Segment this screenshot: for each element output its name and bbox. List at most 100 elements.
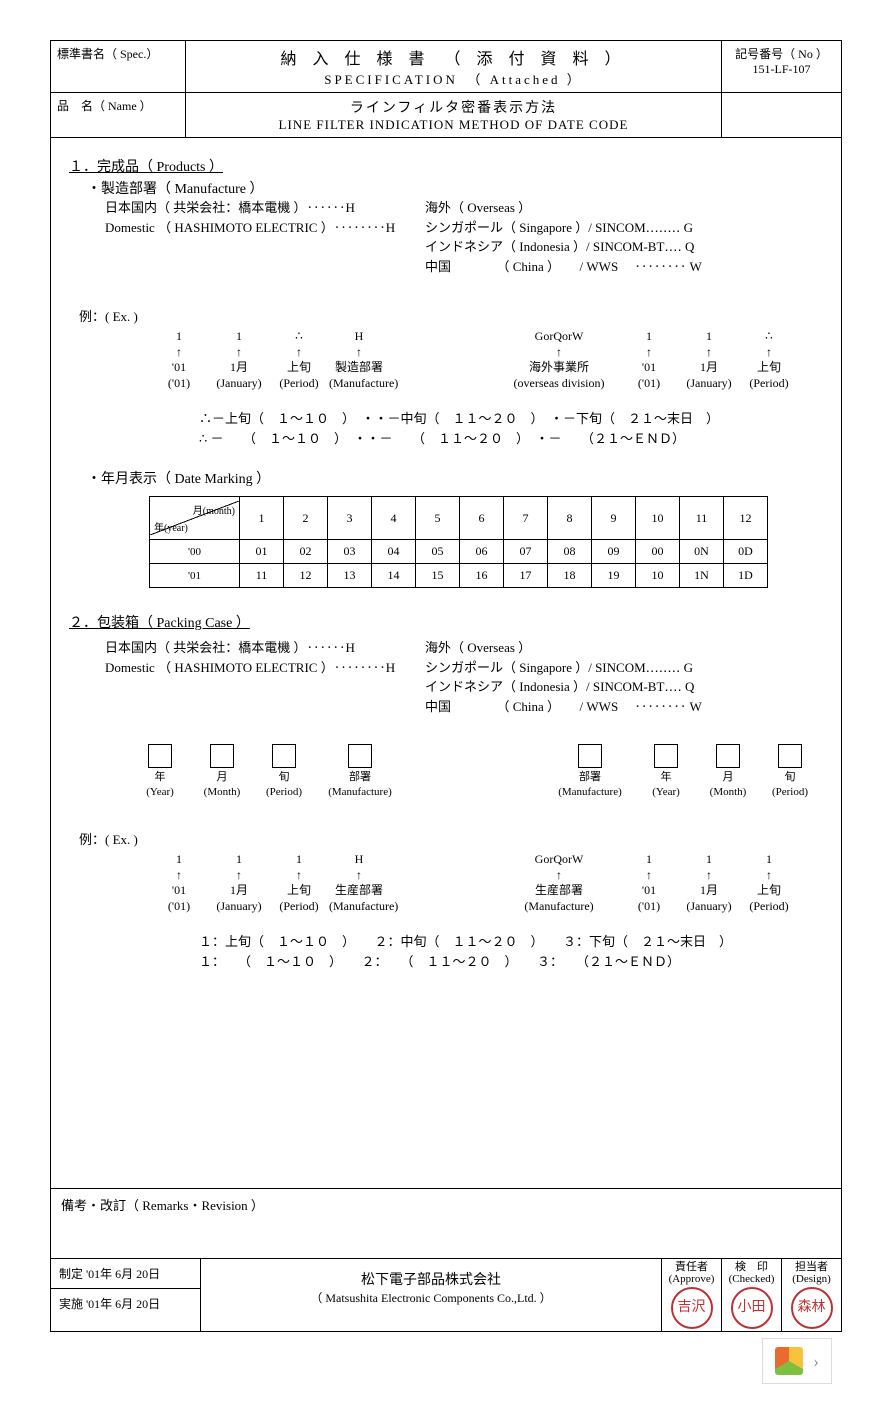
docno: 151-LF-107	[728, 62, 835, 77]
example-value: 1	[149, 329, 209, 345]
code-cell: 08	[548, 540, 592, 564]
section1-heading: １．完成品（ Products ）	[69, 156, 823, 176]
pd2-l2: １： （ １～１０ ） ２： （ １１～２０ ） ３： （２１～ＥＮＤ）	[199, 952, 823, 972]
example-en: (January)	[209, 899, 269, 915]
example-jp: 上旬	[269, 360, 329, 376]
pd2-l1: １：上旬（ １～１０ ） ２：中旬（ １１～２０ ） ３：下旬（ ２１～末日 ）	[199, 932, 823, 952]
example-en: ('01)	[619, 376, 679, 392]
title-en: SPECIFICATION （ Attached ）	[192, 69, 715, 88]
example-en: (January)	[209, 376, 269, 392]
title-jp: 納 入 仕 様 書 （ 添 付 資 料 ）	[192, 45, 715, 69]
code-cell: 05	[416, 540, 460, 564]
effective-date: 実施 '01年 6月 20日	[51, 1289, 200, 1318]
box-jp: 部署	[315, 770, 405, 784]
domestic-col-2: 日本国内（ 共栄会社：橋本電機 ）‥‥‥H Domestic （ HASHIMO…	[105, 638, 425, 716]
example-value: 1	[739, 852, 799, 868]
manufacture-sub: ・製造部署（ Manufacture ）	[87, 178, 823, 198]
up-arrow-icon: ↑	[619, 345, 679, 361]
example-jp: 1月	[209, 360, 269, 376]
box-en: (Manufacture)	[545, 785, 635, 799]
ov2-line0: 海外（ Overseas ）	[425, 638, 823, 658]
code-cell: 1D	[724, 564, 768, 588]
ov-line2: インドネシア（ Indonesia ）/ SINCOM-BT‥‥ Q	[425, 237, 823, 257]
empty-box-icon	[578, 744, 602, 768]
month-header: 3	[328, 497, 372, 540]
month-header: 2	[284, 497, 328, 540]
code-cell: 17	[504, 564, 548, 588]
code-cell: 15	[416, 564, 460, 588]
box-col: 月 (Month)	[191, 744, 253, 799]
dates-col: 制定 '01年 6月 20日 実施 '01年 6月 20日	[51, 1259, 201, 1331]
code-cell: 09	[592, 540, 636, 564]
empty-box-icon	[348, 744, 372, 768]
ov2-line3: 中国 （ China ） / WWS ‥‥‥‥ W	[425, 697, 823, 717]
example-value: 1	[269, 852, 329, 868]
code-cell: 16	[460, 564, 504, 588]
example-en: (Manufacture)	[499, 899, 619, 915]
manufacture-block-1: 日本国内（ 共栄会社：橋本電機 ）‥‥‥H Domestic （ HASHIMO…	[105, 198, 823, 276]
box-col: 年 (Year)	[635, 744, 697, 799]
code-cell: 11	[240, 564, 284, 588]
example-col: H ↑ 生産部署 (Manufacture)	[329, 852, 389, 914]
up-arrow-icon: ↑	[149, 345, 209, 361]
example-value: 1	[679, 852, 739, 868]
example-col: 1 ↑ '01 ('01)	[619, 329, 679, 391]
dom-line1: 日本国内（ 共栄会社：橋本電機 ）‥‥‥H	[105, 198, 425, 218]
up-arrow-icon: ↑	[739, 345, 799, 361]
doc-title: 納 入 仕 様 書 （ 添 付 資 料 ） SPECIFICATION （ At…	[186, 41, 721, 92]
stamp-icon: 吉沢	[671, 1287, 713, 1329]
box-jp: 月	[191, 770, 253, 784]
up-arrow-icon: ↑	[209, 345, 269, 361]
code-cell: 1N	[680, 564, 724, 588]
empty-box-icon	[716, 744, 740, 768]
pd1-l1: ∴－上旬（ １～１０ ） ・・－中旬（ １１～２０ ） ・－下旬（ ２１～末日 …	[199, 409, 823, 429]
code-cell: 03	[328, 540, 372, 564]
stamp-icon: 森林	[791, 1287, 833, 1329]
ov-line3: 中国 （ China ） / WWS ‥‥‥‥ W	[425, 257, 823, 277]
code-cell: 19	[592, 564, 636, 588]
example-value: ∴	[739, 329, 799, 345]
example-en: (Manufacture)	[329, 899, 389, 915]
example-en: (January)	[679, 899, 739, 915]
example-jp: '01	[149, 360, 209, 376]
company-jp: 松下電子部品株式会社	[211, 1269, 651, 1289]
example-jp: 上旬	[739, 883, 799, 899]
example-jp: 1月	[679, 360, 739, 376]
example-col: 1 ↑ 1月 (January)	[679, 329, 739, 391]
example-col: 1 ↑ 1月 (January)	[679, 852, 739, 914]
example-en: (January)	[679, 376, 739, 392]
date-marking-table: 月(month)年(year)123456789101112'000102030…	[149, 496, 768, 588]
month-header: 8	[548, 497, 592, 540]
month-header: 7	[504, 497, 548, 540]
up-arrow-icon: ↑	[739, 868, 799, 884]
example-en: ('01)	[619, 899, 679, 915]
document-frame: 標準書名（ Spec.） 納 入 仕 様 書 （ 添 付 資 料 ） SPECI…	[50, 40, 842, 1332]
box-jp: 旬	[759, 770, 821, 784]
empty-box-icon	[654, 744, 678, 768]
box-en: (Manufacture)	[315, 785, 405, 799]
overseas-col: 海外（ Overseas ） シンガポール（ Singapore ）/ SINC…	[425, 198, 823, 276]
signature-col: 担当者 (Design) 森林	[781, 1259, 841, 1331]
example-jp: 海外事業所	[499, 360, 619, 376]
header-row-2: 品 名（ Name ） ラインフィルタ密番表示方法 LINE FILTER IN…	[51, 93, 841, 138]
example-col: 1 ↑ 上旬 (Period)	[269, 852, 329, 914]
dom2-line1: 日本国内（ 共栄会社：橋本電機 ）‥‥‥H	[105, 638, 425, 658]
code-cell: 14	[372, 564, 416, 588]
example-value: 1	[619, 329, 679, 345]
example-value: 1	[209, 852, 269, 868]
example1-row: 1 ↑ '01 ('01) 1 ↑ 1月 (January) ∴ ↑ 上旬 (P…	[149, 329, 823, 391]
example-col: ∴ ↑ 上旬 (Period)	[269, 329, 329, 391]
month-header: 1	[240, 497, 284, 540]
up-arrow-icon: ↑	[619, 868, 679, 884]
example-en: (Period)	[269, 899, 329, 915]
empty-box-icon	[210, 744, 234, 768]
up-arrow-icon: ↑	[499, 345, 619, 361]
example-value: 1	[149, 852, 209, 868]
code-cell: 07	[504, 540, 548, 564]
month-header: 10	[636, 497, 680, 540]
example-jp: 1月	[679, 883, 739, 899]
month-header: 5	[416, 497, 460, 540]
example-label-1: 例：( Ex. )	[79, 306, 823, 325]
box-col: 部署 (Manufacture)	[315, 744, 405, 799]
up-arrow-icon: ↑	[269, 345, 329, 361]
